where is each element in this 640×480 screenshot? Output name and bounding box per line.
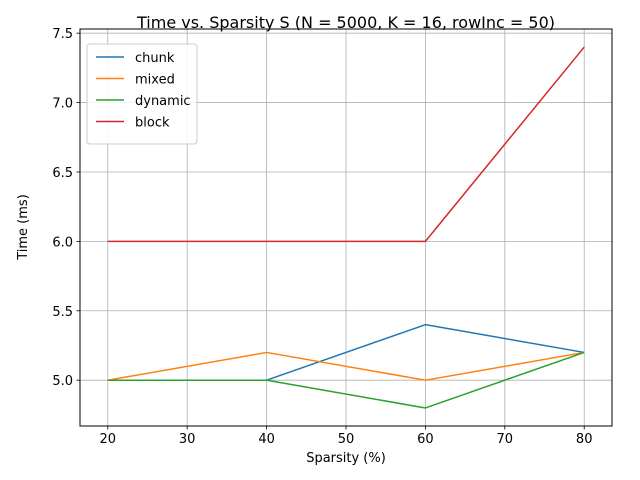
series-line-block [107,46,585,243]
legend-label-dynamic: dynamic [135,94,191,109]
y-tick-label: 6.5 [52,166,73,181]
y-tick-label: 7.5 [52,27,73,42]
x-tick-label: 50 [338,432,355,447]
series-line-dynamic [107,351,585,409]
chart-title: Time vs. Sparsity S (N = 5000, K = 16, r… [136,13,555,32]
legend-label-mixed: mixed [135,73,175,88]
y-axis-label: Time (ms) [16,194,31,261]
x-tick-label: 40 [258,432,275,447]
axis-ticks: 20 30 40 50 60 70 80 5.0 5.5 6.0 6.5 7.0 7.5 [52,27,592,447]
legend-box [86,43,198,145]
series-line-mixed [107,351,585,381]
legend: chunk mixed dynamic block [86,43,198,145]
y-tick-label: 5.5 [52,305,73,320]
legend-label-block: block [135,116,170,131]
x-tick-label: 30 [179,432,196,447]
y-tick-label: 5.0 [52,374,73,389]
x-tick-label: 60 [417,432,434,447]
legend-label-chunk: chunk [135,51,175,66]
y-tick-label: 6.0 [52,235,73,250]
x-tick-label: 70 [497,432,514,447]
x-axis-label: Sparsity (%) [306,451,386,466]
x-tick-label: 80 [576,432,593,447]
x-tick-label: 20 [100,432,117,447]
y-tick-label: 7.0 [52,97,73,112]
series-lines [107,46,585,409]
